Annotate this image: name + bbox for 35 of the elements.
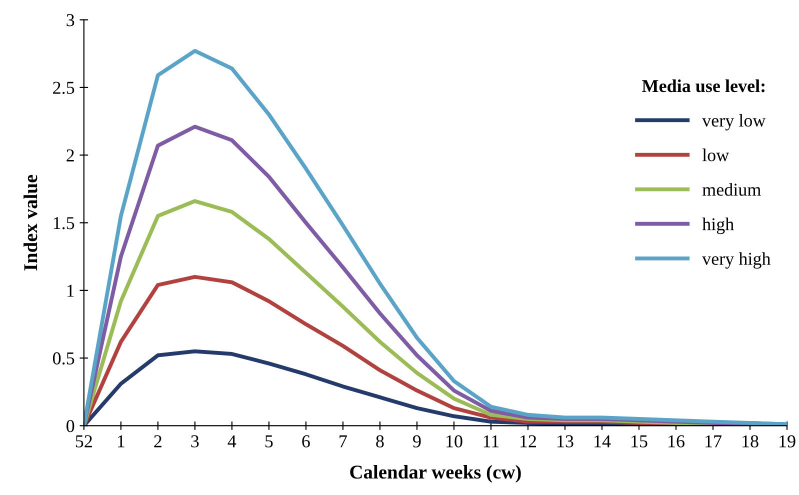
legend-label: very high: [702, 252, 771, 269]
y-tick-label: 1.5: [54, 217, 74, 230]
x-tick-label: 16: [668, 435, 684, 448]
x-tick-label: 52: [76, 435, 92, 448]
x-tick-label: 1: [118, 435, 124, 448]
x-tick-label: 2: [154, 435, 162, 448]
y-tick-label: 2: [66, 149, 74, 162]
legend-label: medium: [702, 183, 761, 196]
y-tick-label: 0.5: [52, 352, 74, 365]
legend-label: very low: [702, 114, 766, 130]
legend-label: high: [702, 218, 734, 234]
legend-label: low: [702, 148, 730, 162]
x-tick-label: 9: [413, 435, 421, 448]
x-tick-label: 14: [594, 435, 611, 448]
y-tick-label: 1: [67, 284, 74, 297]
x-tick-label: 6: [302, 435, 310, 448]
x-tick-label: 18: [742, 435, 758, 448]
x-tick-label: 8: [376, 435, 384, 448]
x-tick-label: 5: [265, 435, 273, 448]
x-tick-label: 11: [484, 435, 499, 448]
x-tick-label: 7: [340, 435, 347, 448]
y-axis-title: Index value: [24, 174, 38, 270]
y-tick-label: 0: [66, 420, 74, 432]
y-tick-label: 2.5: [53, 82, 74, 94]
x-tick-label: 3: [191, 435, 199, 448]
x-tick-label: 10: [446, 435, 462, 448]
x-tick-label: 12: [520, 435, 536, 448]
legend-title: Media use level:: [642, 79, 764, 92]
x-tick-label: 17: [706, 435, 722, 448]
x-tick-label: 4: [228, 435, 236, 448]
y-tick-label: 3: [66, 14, 74, 26]
x-tick-label: 13: [558, 435, 574, 448]
x-tick-label: 15: [632, 435, 648, 448]
x-axis-title: Calendar weeks (cw): [350, 464, 521, 483]
x-tick-label: 19: [780, 435, 796, 448]
